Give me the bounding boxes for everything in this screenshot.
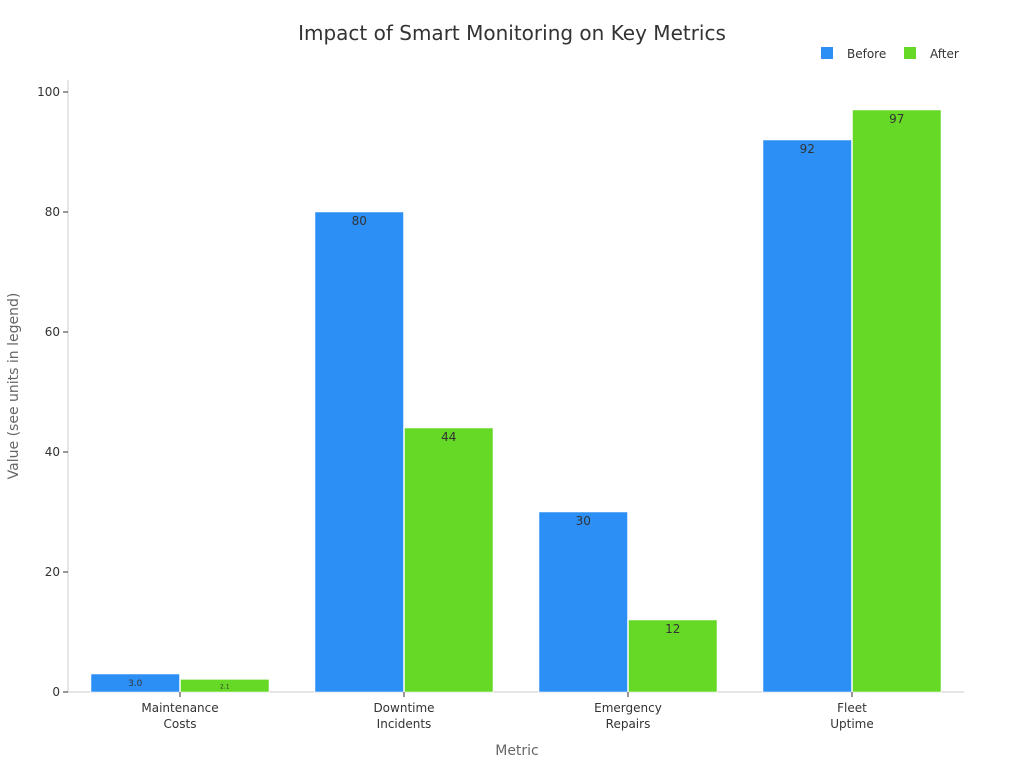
x-tick-label: Maintenance Costs [141, 701, 218, 731]
data-label: 44 [441, 430, 456, 444]
data-label: 3.0 [128, 679, 143, 689]
chart-title: Impact of Smart Monitoring on Key Metric… [298, 21, 726, 45]
x-tick-label: Fleet Uptime [830, 701, 874, 731]
legend-swatch-after [904, 47, 916, 59]
y-tick-label: 100 [37, 85, 60, 99]
y-tick-label: 80 [45, 205, 60, 219]
x-axis-title: Metric [495, 743, 539, 759]
bars: 3.0 2.1 80 44 30 12 92 97 [90, 109, 942, 693]
y-tick-label: 60 [45, 325, 60, 339]
data-label: 2.1 [220, 684, 230, 691]
data-label: 97 [889, 112, 904, 126]
legend: Before After [821, 47, 959, 61]
y-axis-title: Value (see units in legend) [6, 293, 22, 480]
x-tick-label: Downtime Incidents [373, 701, 434, 731]
legend-swatch-before [821, 47, 833, 59]
bar-before-0 [90, 673, 180, 693]
bar-before-2 [538, 511, 628, 693]
bar-before-3 [762, 139, 852, 693]
y-ticks: 0 20 40 60 80 100 [37, 85, 68, 699]
data-label: 92 [800, 142, 815, 156]
bar-after-1 [404, 427, 494, 693]
y-tick-label: 40 [45, 445, 60, 459]
y-tick-label: 0 [52, 685, 60, 699]
y-tick-label: 20 [45, 565, 60, 579]
data-label: 80 [352, 214, 367, 228]
legend-label-after: After [930, 47, 959, 61]
legend-label-before: Before [847, 47, 886, 61]
data-label: 12 [665, 622, 680, 636]
data-label: 30 [576, 514, 591, 528]
bar-after-3 [852, 109, 942, 693]
bar-before-1 [314, 211, 404, 693]
bar-after-2 [628, 619, 718, 693]
x-ticks: Maintenance Costs Downtime Incidents Emergen… [141, 692, 874, 731]
bar-after-0 [180, 679, 270, 693]
x-tick-label: Emergency Repairs [594, 701, 662, 731]
